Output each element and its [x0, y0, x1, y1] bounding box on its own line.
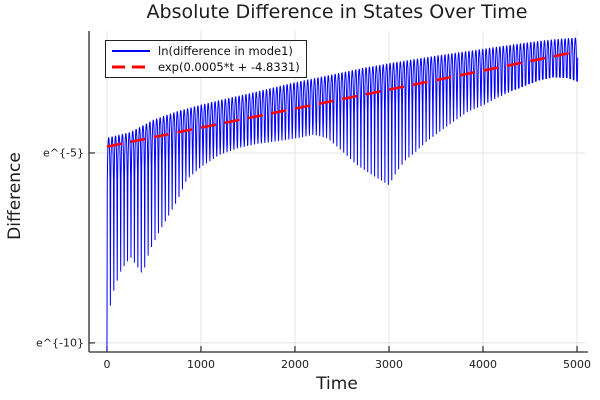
x-tick-label: 1000: [186, 358, 215, 371]
x-tick-label: 3000: [374, 358, 403, 371]
difference-curve: [106, 37, 579, 351]
x-tick-label: 4000: [468, 358, 497, 371]
legend: ln(difference in mode1) exp(0.0005*t + -…: [105, 40, 307, 78]
x-tick-label: 0: [103, 358, 111, 371]
y-axis-label: Difference: [5, 152, 25, 240]
legend-label-fit: exp(0.0005*t + -4.8331): [158, 60, 300, 74]
legend-item-difference: ln(difference in mode1): [111, 43, 300, 59]
blue-solid-line-sample: [112, 50, 150, 52]
legend-label-difference: ln(difference in mode1): [158, 44, 293, 58]
fit-line: [106, 50, 578, 148]
x-axis-label: Time: [316, 374, 358, 394]
y-tick-label: e^{-5}: [43, 146, 84, 160]
chart-title: Absolute Difference in States Over Time: [146, 1, 528, 23]
y-tick-label: e^{-10}: [36, 336, 84, 350]
x-tick-label: 5000: [563, 358, 591, 371]
x-tick-label: 2000: [280, 358, 309, 371]
red-dashed-line-sample: [112, 65, 150, 69]
legend-item-fit: exp(0.0005*t + -4.8331): [111, 59, 300, 75]
